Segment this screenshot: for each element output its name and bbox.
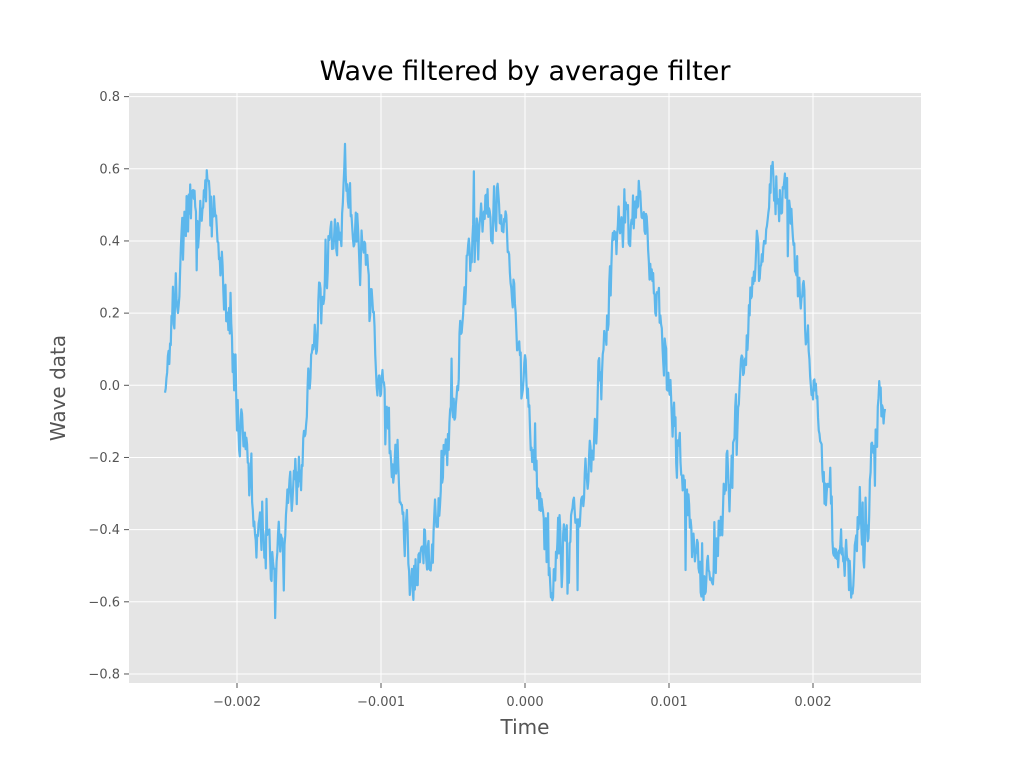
y-tick-label: 0.8 (99, 90, 120, 105)
x-axis-label: Time (500, 715, 550, 739)
x-tick-label: 0.001 (650, 695, 687, 710)
chart-title: Wave filtered by average filter (320, 56, 732, 87)
y-tick-label: 0.0 (99, 379, 120, 394)
y-tick-label: −0.4 (88, 523, 120, 538)
y-tick-label: 0.6 (99, 162, 120, 177)
x-tick-label: 0.002 (794, 695, 831, 710)
ticks: −0.002 −0.001 0.000 0.001 0.002 −0.8 −0.6 −0.4 −… (88, 90, 831, 710)
y-tick-label: −0.8 (88, 667, 120, 682)
grid (129, 93, 921, 683)
y-tick-label: −0.6 (88, 595, 120, 610)
x-tick-label: −0.002 (213, 695, 261, 710)
y-tick-label: 0.2 (99, 307, 120, 322)
y-tick-label: 0.4 (99, 234, 120, 249)
x-tick-label: 0.000 (506, 695, 543, 710)
y-tick-label: −0.2 (88, 451, 120, 466)
x-tick-label: −0.001 (357, 695, 405, 710)
series-line (163, 142, 887, 620)
y-axis-label: Wave data (46, 335, 70, 441)
series-layer (163, 142, 887, 620)
